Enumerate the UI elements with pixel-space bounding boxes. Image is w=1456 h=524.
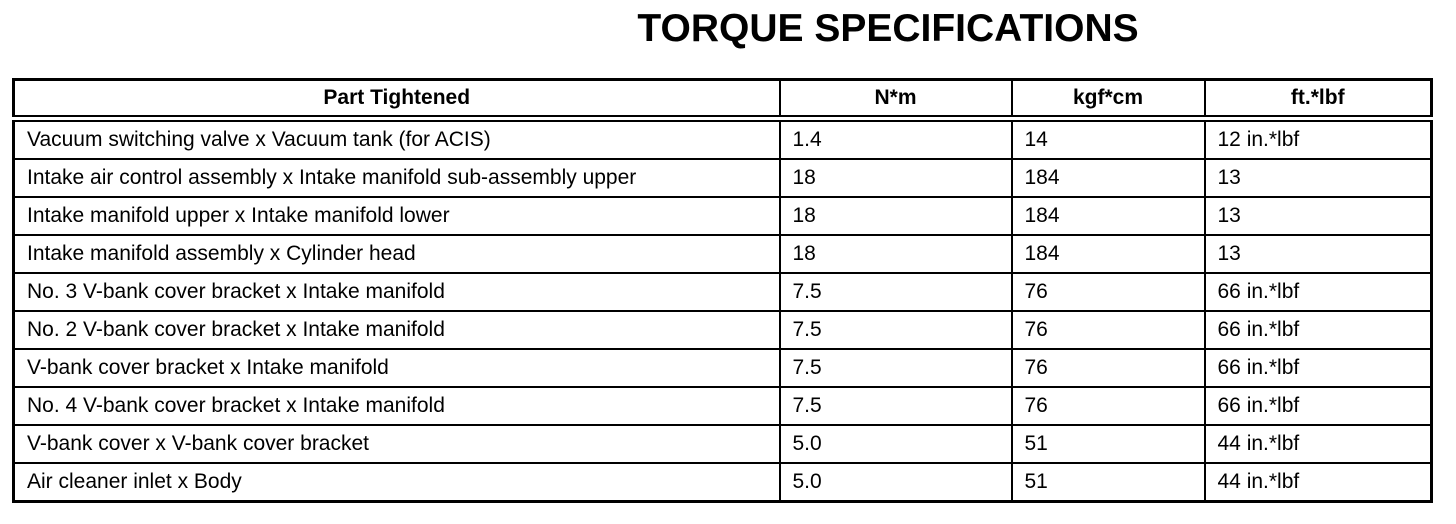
part-cell: V-bank cover x V-bank cover bracket (12, 423, 781, 464)
nm-cell: 7.5 (778, 271, 1013, 312)
ftlbf-cell: 66 in.*lbf (1203, 271, 1433, 312)
part-cell: No. 3 V-bank cover bracket x Intake mani… (12, 271, 781, 312)
ftlbf-cell: 44 in.*lbf (1203, 423, 1433, 464)
ftlbf-cell: 44 in.*lbf (1203, 461, 1433, 503)
nm-cell: 5.0 (778, 461, 1013, 503)
header-row: Part Tightened N*m kgf*cm ft.*lbf (12, 78, 1433, 122)
part-cell: No. 2 V-bank cover bracket x Intake mani… (12, 309, 781, 350)
ftlbf-cell: 66 in.*lbf (1203, 347, 1433, 388)
part-cell: Vacuum switching valve x Vacuum tank (fo… (12, 117, 781, 160)
kgfcm-cell: 51 (1010, 461, 1206, 503)
kgfcm-cell: 184 (1010, 195, 1206, 236)
ftlbf-cell: 13 (1203, 233, 1433, 274)
ftlbf-cell: 66 in.*lbf (1203, 309, 1433, 350)
table-row: Intake manifold upper x Intake manifold … (12, 195, 1433, 236)
kgfcm-cell: 51 (1010, 423, 1206, 464)
page-title: TORQUE SPECIFICATIONS (637, 7, 1139, 50)
nm-cell: 18 (778, 195, 1013, 236)
table-row: V-bank cover x V-bank cover bracket 5.0 … (12, 423, 1433, 464)
nm-cell: 18 (778, 157, 1013, 198)
table-row: Intake manifold assembly x Cylinder head… (12, 233, 1433, 274)
torque-spec-table: Part Tightened N*m kgf*cm ft.*lbf Vacuum… (12, 77, 1433, 503)
table-row: No. 3 V-bank cover bracket x Intake mani… (12, 271, 1433, 312)
table-row: Air cleaner inlet x Body 5.0 51 44 in.*l… (12, 461, 1433, 503)
col-header-nm: N*m (778, 78, 1013, 122)
part-cell: Intake manifold upper x Intake manifold … (12, 195, 781, 236)
ftlbf-cell: 12 in.*lbf (1203, 117, 1433, 160)
ftlbf-cell: 13 (1203, 195, 1433, 236)
table-row: Intake air control assembly x Intake man… (12, 157, 1433, 198)
table-row: No. 2 V-bank cover bracket x Intake mani… (12, 309, 1433, 350)
part-cell: Air cleaner inlet x Body (12, 461, 781, 503)
col-header-part-tightened: Part Tightened (12, 78, 781, 122)
kgfcm-cell: 184 (1010, 233, 1206, 274)
kgfcm-cell: 76 (1010, 385, 1206, 426)
part-cell: Intake manifold assembly x Cylinder head (12, 233, 781, 274)
nm-cell: 7.5 (778, 309, 1013, 350)
part-cell: Intake air control assembly x Intake man… (12, 157, 781, 198)
part-cell: V-bank cover bracket x Intake manifold (12, 347, 781, 388)
kgfcm-cell: 184 (1010, 157, 1206, 198)
kgfcm-cell: 76 (1010, 271, 1206, 312)
kgfcm-cell: 76 (1010, 309, 1206, 350)
part-cell: No. 4 V-bank cover bracket x Intake mani… (12, 385, 781, 426)
table-row: No. 4 V-bank cover bracket x Intake mani… (12, 385, 1433, 426)
table-row: V-bank cover bracket x Intake manifold 7… (12, 347, 1433, 388)
nm-cell: 7.5 (778, 347, 1013, 388)
ftlbf-cell: 13 (1203, 157, 1433, 198)
ftlbf-cell: 66 in.*lbf (1203, 385, 1433, 426)
nm-cell: 5.0 (778, 423, 1013, 464)
nm-cell: 1.4 (778, 117, 1013, 160)
nm-cell: 18 (778, 233, 1013, 274)
nm-cell: 7.5 (778, 385, 1013, 426)
kgfcm-cell: 14 (1010, 117, 1206, 160)
col-header-kgfcm: kgf*cm (1010, 78, 1206, 122)
col-header-ftlbf: ft.*lbf (1203, 78, 1433, 122)
kgfcm-cell: 76 (1010, 347, 1206, 388)
table-row: Vacuum switching valve x Vacuum tank (fo… (12, 117, 1433, 160)
